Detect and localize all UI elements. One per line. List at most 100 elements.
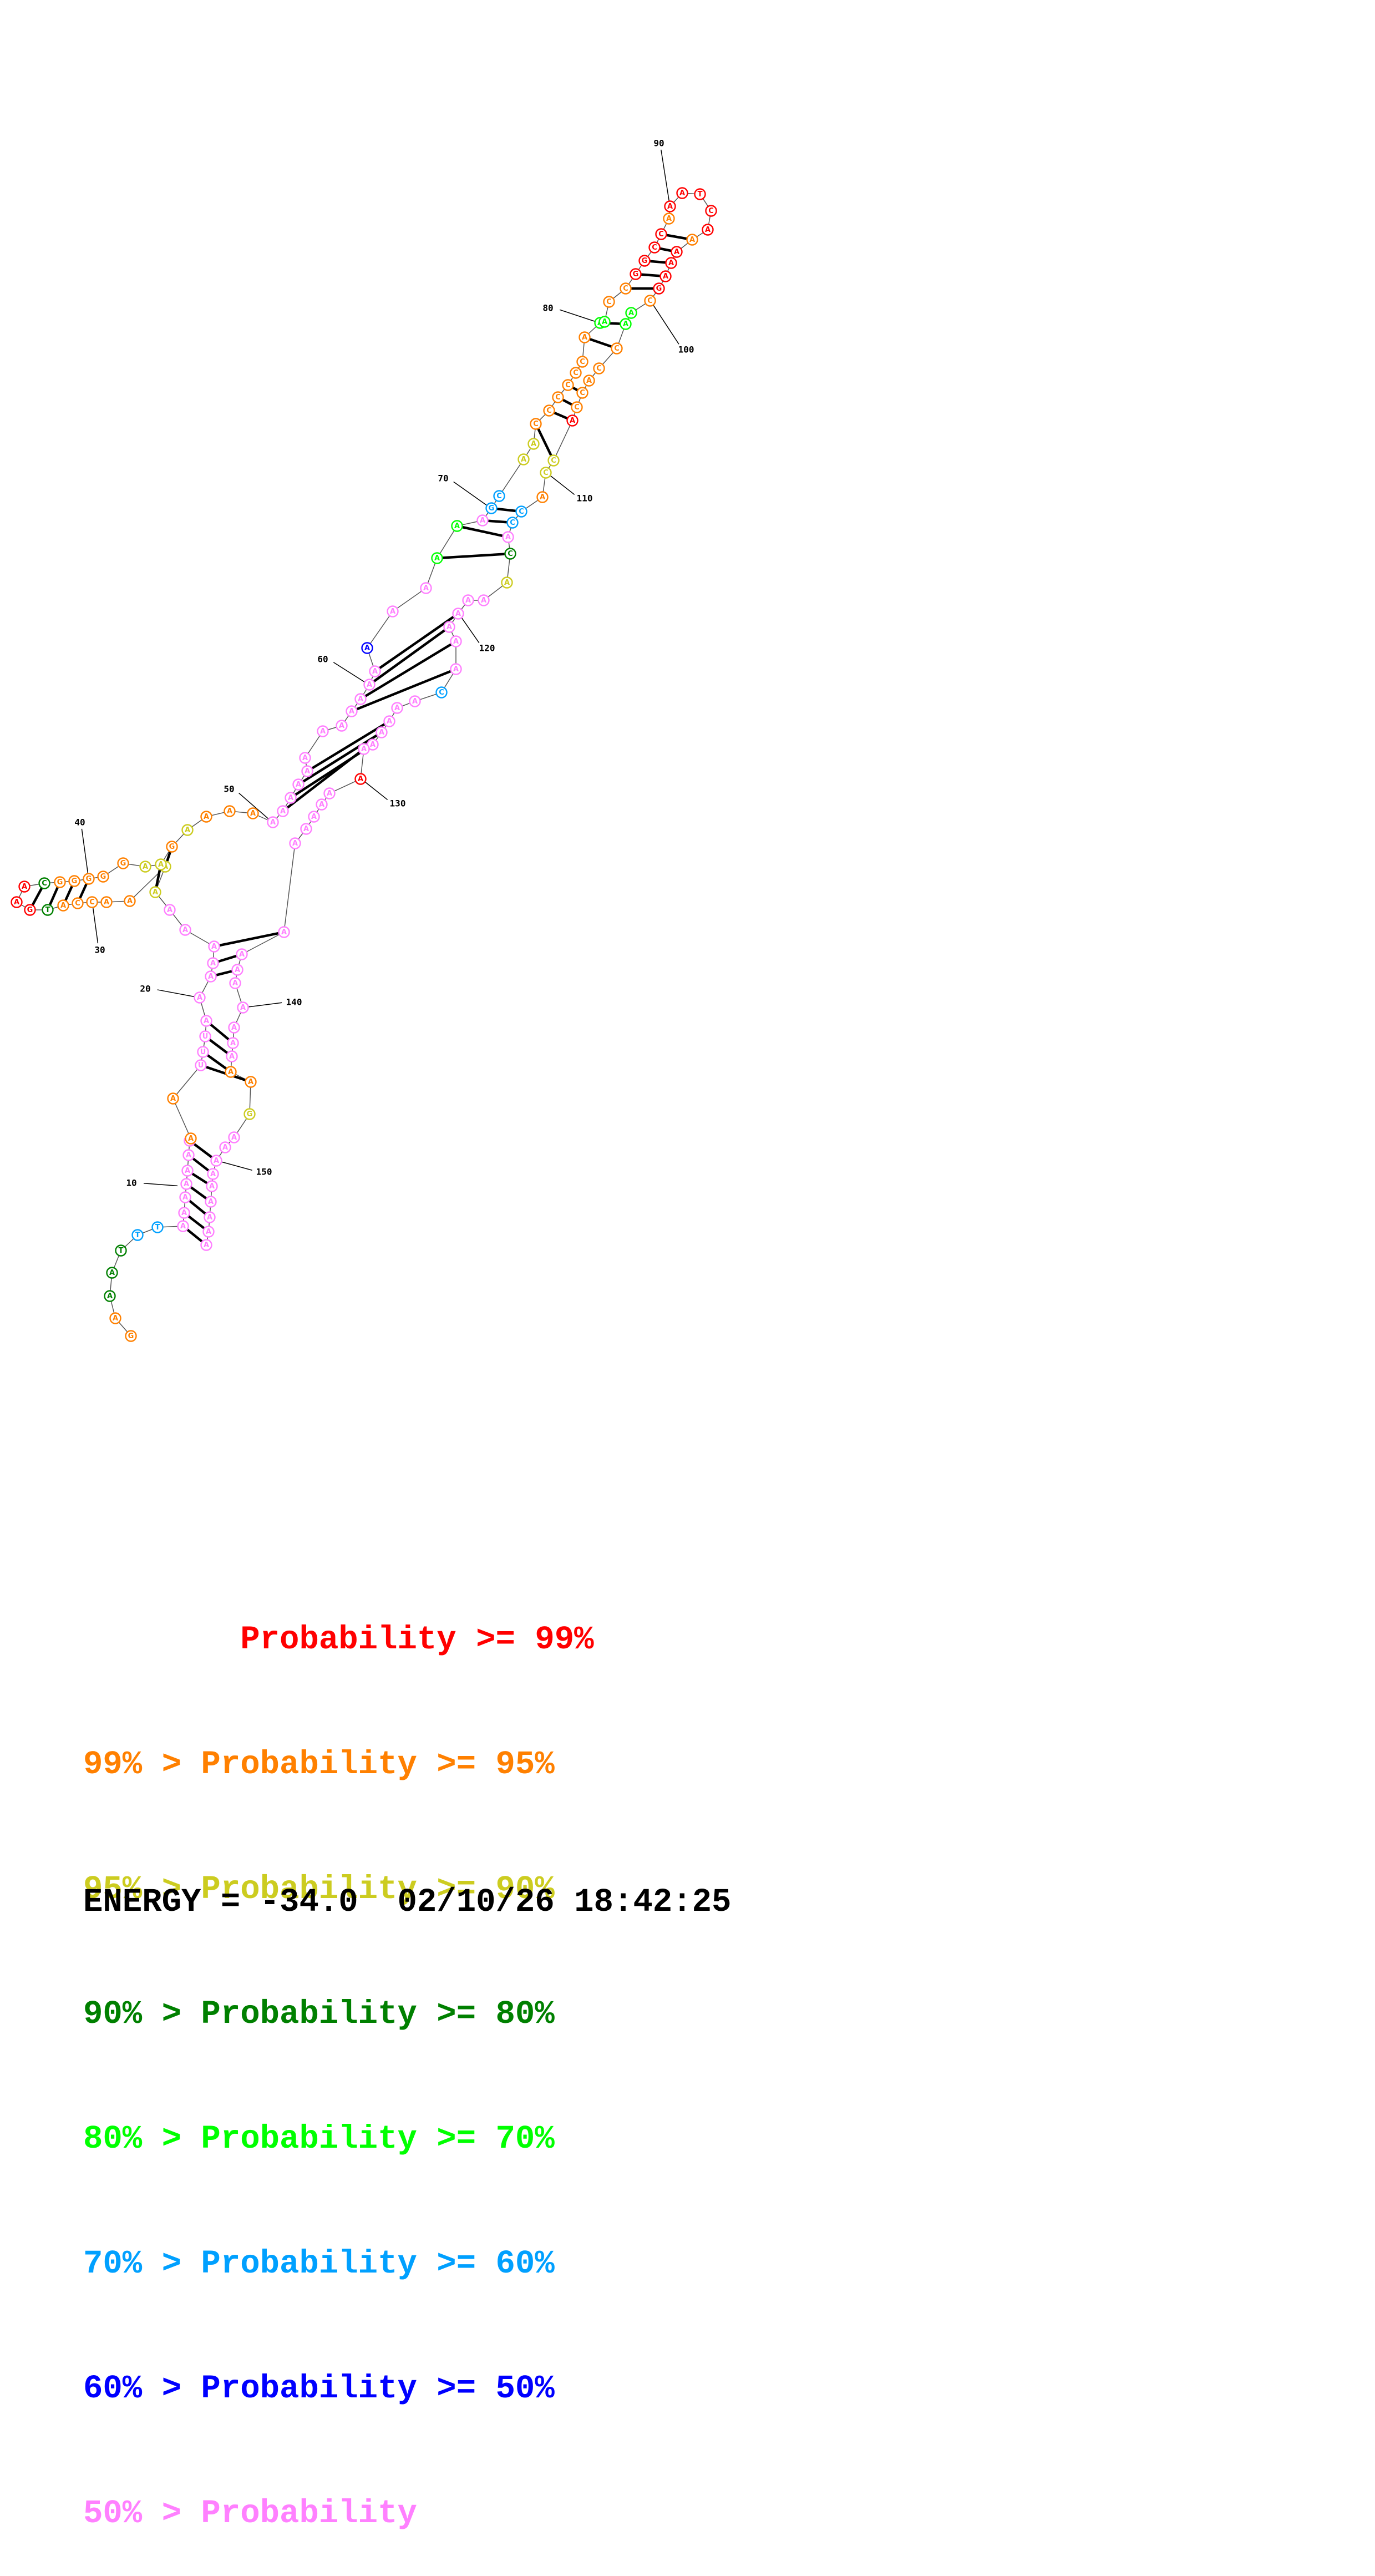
nucleotide-150: A	[206, 1180, 218, 1192]
nucleotide-circle	[316, 798, 328, 811]
nucleotide-98: G	[653, 282, 665, 295]
nucleotide-letter: A	[22, 883, 27, 891]
position-tick	[333, 662, 365, 682]
nucleotide-circle	[540, 467, 552, 479]
nucleotide-circle	[285, 792, 297, 804]
nucleotide-circle	[115, 1244, 127, 1257]
position-label-150: 150	[256, 1167, 272, 1177]
base-pair-bond	[456, 524, 509, 539]
nucleotide-circle	[664, 200, 676, 212]
nucleotide-77: C	[570, 367, 582, 379]
nucleotide-18: U	[197, 1046, 209, 1058]
nucleotide-letter: C	[533, 420, 539, 428]
nucleotide-letter: G	[120, 859, 126, 868]
nucleotide-119: A	[443, 621, 455, 633]
nucleotide-112: C	[506, 517, 519, 529]
nucleotide-circle	[431, 552, 443, 564]
nucleotide-49: A	[224, 805, 236, 817]
nucleotide-circle	[694, 188, 706, 200]
nucleotide-letter: A	[370, 741, 376, 749]
nucleotide-29: A	[124, 895, 136, 907]
nucleotide-circle	[229, 977, 241, 989]
nucleotide-circle	[611, 342, 623, 355]
nucleotide-letter: A	[240, 1004, 246, 1012]
nucleotide-71: A	[517, 453, 530, 465]
nucleotide-circle	[185, 1132, 197, 1145]
nucleotide-letter: G	[86, 875, 92, 883]
position-label-100: 100	[678, 345, 694, 355]
nucleotide-circle	[167, 1092, 179, 1105]
nucleotide-123: A	[409, 695, 421, 707]
position-label-130: 130	[390, 798, 406, 809]
nucleotide-letter: A	[358, 775, 363, 783]
nucleotide-letter: G	[128, 1332, 134, 1340]
position-tick	[461, 618, 480, 644]
nucleotide-circle	[630, 268, 642, 280]
nucleotide-circle	[11, 896, 23, 908]
nucleotide-32: C	[72, 897, 84, 909]
nucleotide-circle	[195, 1059, 207, 1071]
nucleotide-circle	[655, 228, 667, 240]
nucleotide-letter: A	[447, 623, 452, 631]
nucleotide-circle	[625, 307, 637, 319]
nucleotide-circle	[180, 1178, 192, 1190]
nucleotide-91: T	[694, 188, 706, 200]
nucleotide-circle	[361, 642, 373, 654]
nucleotide-letter: C	[573, 369, 579, 377]
nucleotide-circle	[289, 837, 301, 849]
nucleotide-circle	[97, 871, 109, 883]
position-tick	[248, 1002, 282, 1008]
nucleotide-149: A	[207, 1168, 219, 1180]
nucleotide-144: A	[245, 1076, 257, 1088]
nucleotide-circle	[354, 773, 367, 785]
nucleotide-letter: G	[57, 878, 63, 887]
nucleotide-4: A	[106, 1267, 118, 1279]
backbone-segment	[241, 932, 285, 955]
nucleotide-circle	[579, 331, 591, 343]
nucleotide-circle	[653, 282, 665, 295]
nucleotide-letter: T	[45, 906, 50, 914]
nucleotide-letter: A	[628, 309, 634, 317]
nucleotide-47: A	[181, 824, 194, 836]
nucleotide-letter: G	[633, 270, 639, 279]
nucleotide-circle	[543, 404, 555, 417]
nucleotide-circle	[583, 374, 595, 387]
nucleotide-35: G	[24, 904, 36, 916]
nucleotide-circle	[450, 663, 462, 675]
nucleotide-letter: A	[339, 722, 344, 730]
nucleotide-42: G	[97, 871, 109, 883]
nucleotide-letter: A	[214, 1157, 219, 1165]
nucleotide-circle	[86, 896, 98, 908]
nucleotide-letter: T	[698, 190, 703, 199]
nucleotide-circle	[391, 702, 403, 714]
nucleotide-circle	[620, 318, 632, 330]
nucleotide-9: A	[178, 1207, 190, 1219]
nucleotide-circle	[155, 858, 167, 871]
nucleotide-circle	[38, 877, 50, 889]
nucleotide-34: T	[42, 904, 54, 916]
legend-line-95: 99% > Probability >= 95%	[83, 1746, 555, 1783]
nucleotide-letter: A	[288, 794, 293, 802]
nucleotide-7: T	[151, 1221, 164, 1233]
nucleotide-24: A	[208, 940, 220, 953]
nucleotide-letter: C	[496, 492, 502, 500]
nucleotide-148: A	[210, 1155, 222, 1167]
legend-line-low: 50% > Probability	[83, 2495, 417, 2532]
nucleotide-letter: A	[296, 781, 301, 789]
nucleotide-circle	[151, 1221, 164, 1233]
nucleotide-letter: C	[623, 285, 628, 293]
nucleotide-89: A	[664, 200, 676, 212]
nucleotide-circle	[409, 695, 421, 707]
nucleotide-88: A	[663, 212, 675, 225]
nucleotide-circle	[317, 725, 329, 737]
nucleotide-62: A	[369, 665, 381, 677]
nucleotide-circle	[323, 787, 336, 799]
nucleotide-circle	[501, 576, 513, 589]
nucleotide-33: A	[57, 899, 69, 912]
nucleotide-letter: A	[248, 1078, 253, 1086]
nucleotide-letter: A	[394, 704, 400, 712]
nucleotide-109: C	[540, 467, 552, 479]
nucleotide-61: A	[363, 679, 376, 691]
nucleotide-circle	[54, 876, 66, 888]
nucleotide-111: C	[515, 505, 527, 518]
